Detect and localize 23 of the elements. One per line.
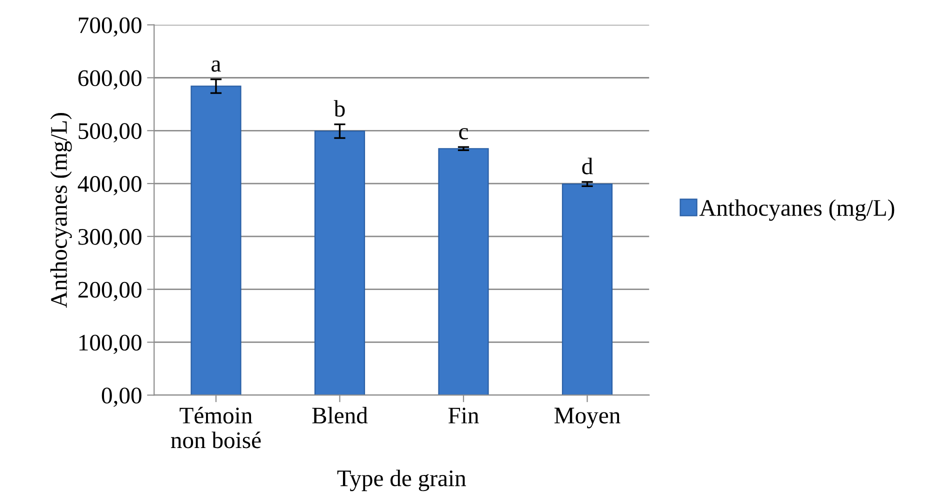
y-tick-label: 300,00 <box>78 228 142 248</box>
y-tick-label: 0,00 <box>102 388 142 407</box>
y-tick-label: 600,00 <box>78 70 142 90</box>
x-tick-label: Moyen <box>554 408 620 428</box>
x-axis-title: Type de grain <box>337 470 466 492</box>
annotation: d <box>582 158 593 174</box>
y-tick-label: 100,00 <box>79 334 142 354</box>
legend-label: Anthocyanes (mg/L) <box>699 199 894 221</box>
annotation: b <box>334 100 345 117</box>
y-tick-label: 500,00 <box>78 123 142 142</box>
x-tick-label: Fin <box>448 408 479 424</box>
x-tick-label: Témoin non boisé <box>170 406 261 448</box>
annotation: c <box>459 128 468 140</box>
bar <box>438 148 489 396</box>
x-tick-label: Blend <box>312 406 368 424</box>
bar <box>562 184 613 396</box>
bar <box>314 130 366 396</box>
bar <box>190 86 242 396</box>
annotation: a <box>212 60 221 72</box>
y-tick-label: 400,00 <box>78 176 142 196</box>
y-tick-label: 200,00 <box>78 282 142 302</box>
y-axis-title: Anthocyanes (mg/L) <box>50 112 72 308</box>
y-tick-label: 700,00 <box>78 17 142 37</box>
